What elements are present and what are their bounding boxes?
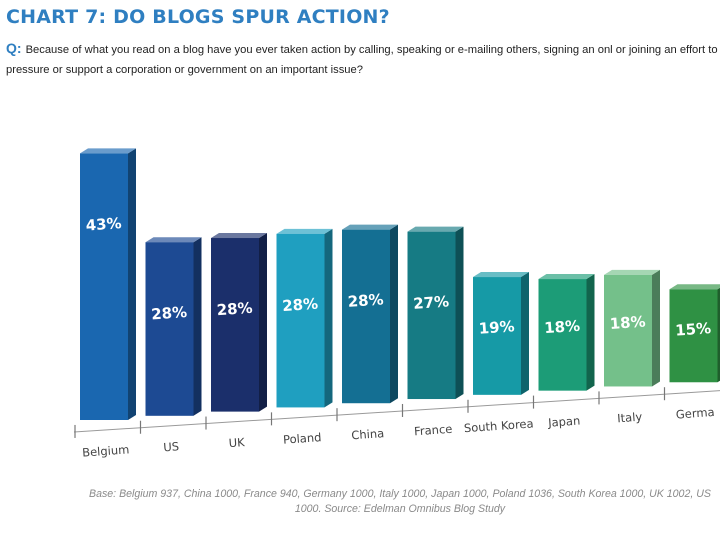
bar-side-uk	[259, 233, 267, 412]
category-label-uk: UK	[228, 435, 245, 450]
bar-top-belgium	[80, 148, 136, 154]
value-label-belgium: 43%	[85, 214, 122, 234]
bar-side-japan	[586, 274, 595, 391]
category-label-france: France	[414, 422, 453, 439]
bar-side-us	[193, 237, 202, 416]
bar-top-uk	[211, 233, 267, 239]
bar-top-japan	[538, 274, 595, 280]
bar-china	[342, 229, 390, 404]
question-marker: Q:	[6, 40, 22, 56]
category-label-belgium: Belgium	[82, 442, 130, 459]
bar-side-china	[390, 224, 398, 404]
question-body: Because of what you read on a blog have …	[6, 44, 718, 76]
bar-poland	[276, 233, 325, 408]
bar-top-poland	[276, 228, 333, 234]
value-label-germa: 15%	[675, 319, 712, 339]
value-label-china: 28%	[347, 290, 384, 310]
bar-side-germa	[717, 287, 720, 383]
footnote: Base: Belgium 937, China 1000, France 94…	[89, 488, 711, 515]
value-label-france: 27%	[413, 292, 450, 312]
bar-germa	[669, 289, 718, 383]
bars: 43% 28% 28% 28% 28% 27% 19% 18% 18% 15%	[80, 148, 720, 420]
bar-chart: 43% 28% 28% 28% 28% 27% 19% 18% 18% 15% Belgium US…	[73, 148, 720, 460]
bar-side-south-korea	[521, 272, 529, 395]
bar-top-china	[342, 224, 398, 230]
x-axis	[73, 387, 720, 438]
category-label-south-korea: South Korea	[463, 416, 533, 435]
bar-italy	[604, 274, 652, 387]
category-labels: Belgium US UK Poland China France South Korea J…	[82, 405, 715, 460]
chart-title: CHART 7: DO BLOGS SPUR ACTION?	[6, 6, 390, 28]
bar-france	[407, 231, 456, 400]
bar-belgium	[80, 153, 128, 420]
bar-south-korea	[473, 277, 521, 395]
bar-top-italy	[604, 269, 660, 275]
bar-top-south-korea	[473, 272, 529, 278]
category-label-us: US	[163, 439, 180, 454]
bar-us	[145, 242, 194, 416]
category-label-japan: Japan	[547, 414, 581, 430]
bar-uk	[211, 238, 259, 412]
bar-side-poland	[324, 228, 333, 408]
bar-top-germa	[669, 284, 720, 290]
bar-top-france	[407, 226, 464, 232]
bar-side-france	[455, 226, 464, 400]
category-label-poland: Poland	[283, 430, 322, 447]
bar-side-italy	[652, 269, 660, 387]
category-label-germa: Germa	[675, 405, 715, 422]
value-label-uk: 28%	[216, 299, 253, 319]
category-label-italy: Italy	[617, 410, 643, 426]
bar-japan	[538, 279, 587, 391]
question-text: Q: Because of what you read on a blog hav…	[6, 38, 720, 80]
value-label-poland: 28%	[282, 295, 319, 315]
value-label-south-korea: 19%	[478, 317, 515, 337]
value-label-us: 28%	[151, 303, 188, 323]
category-label-china: China	[351, 426, 385, 442]
bar-top-us	[145, 237, 202, 243]
value-label-japan: 18%	[544, 317, 581, 337]
x-axis-line	[73, 390, 720, 433]
bar-side-belgium	[128, 148, 136, 420]
value-label-italy: 18%	[609, 313, 646, 333]
